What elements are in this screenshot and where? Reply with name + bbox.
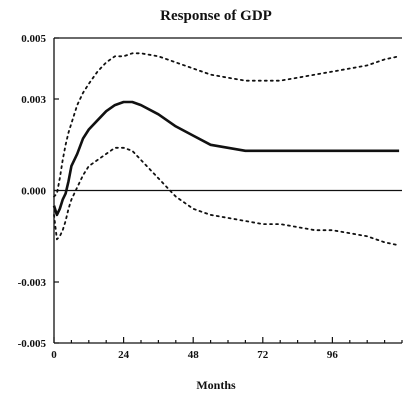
x-tick-label: 72: [257, 349, 269, 361]
y-tick-label: -0.005: [18, 338, 47, 350]
y-tick-label: 0.005: [21, 33, 46, 45]
x-axis-label: Months: [196, 378, 236, 392]
y-tick-label: 0.003: [21, 94, 46, 106]
x-tick-label: 96: [327, 349, 339, 361]
x-tick-label: 0: [51, 349, 57, 361]
x-tick-label: 24: [118, 349, 130, 361]
x-tick-label: 48: [188, 349, 200, 361]
chart-title: Response of GDP: [160, 8, 272, 24]
impulse-response-line: [52, 100, 400, 217]
y-tick-label: 0.000: [21, 186, 46, 198]
upper-confidence-band: [53, 52, 401, 198]
y-tick-label: -0.003: [18, 277, 47, 289]
lower-confidence-band: [53, 146, 401, 247]
